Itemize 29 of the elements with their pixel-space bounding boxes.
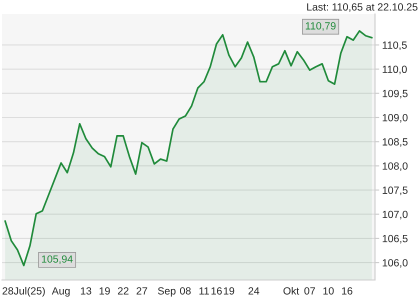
x-tick-label: Sep (158, 287, 176, 297)
y-tick-label: 109,0 (382, 114, 408, 123)
x-tick-label: Okt (283, 286, 300, 295)
x-tick-label: 22 (118, 287, 128, 294)
y-tick-label: 106,0 (382, 259, 408, 268)
x-tick-label: 24 (248, 287, 260, 294)
x-tick-label: 13 (80, 287, 92, 295)
x-tick-label: 08 (180, 287, 191, 295)
text: Last: 110,65 at 22.10.25 (307, 3, 418, 12)
y-tick-label: 108,5 (382, 138, 408, 147)
y-tick-label: 108,0 (382, 162, 408, 171)
x-tick-label: 11 (199, 287, 209, 294)
x-tick-label: 16 (342, 287, 352, 295)
y-tick-label: 107,0 (382, 210, 408, 220)
y-tick-label: 109,5 (382, 90, 408, 98)
x-tick-label: 19 (224, 287, 234, 295)
x-tick-label: Aug (52, 287, 70, 297)
annotation: 110,79 (306, 22, 336, 31)
x-tick-label: 16 (211, 287, 222, 295)
x-tick-label: 10 (323, 287, 334, 295)
x-tick-label: 27 (136, 287, 148, 294)
x-tick-label: 19 (100, 287, 110, 295)
y-tick-label: 110,0 (382, 66, 407, 74)
annotation: 105,94 (42, 255, 73, 264)
x-tick-label: 28Jul(25) (2, 286, 45, 297)
y-tick-label: 110,5 (382, 41, 407, 50)
y-tick-label: 107,5 (382, 186, 408, 196)
x-tick-label: 07 (304, 287, 315, 295)
y-tick-label: 106,5 (382, 234, 408, 244)
